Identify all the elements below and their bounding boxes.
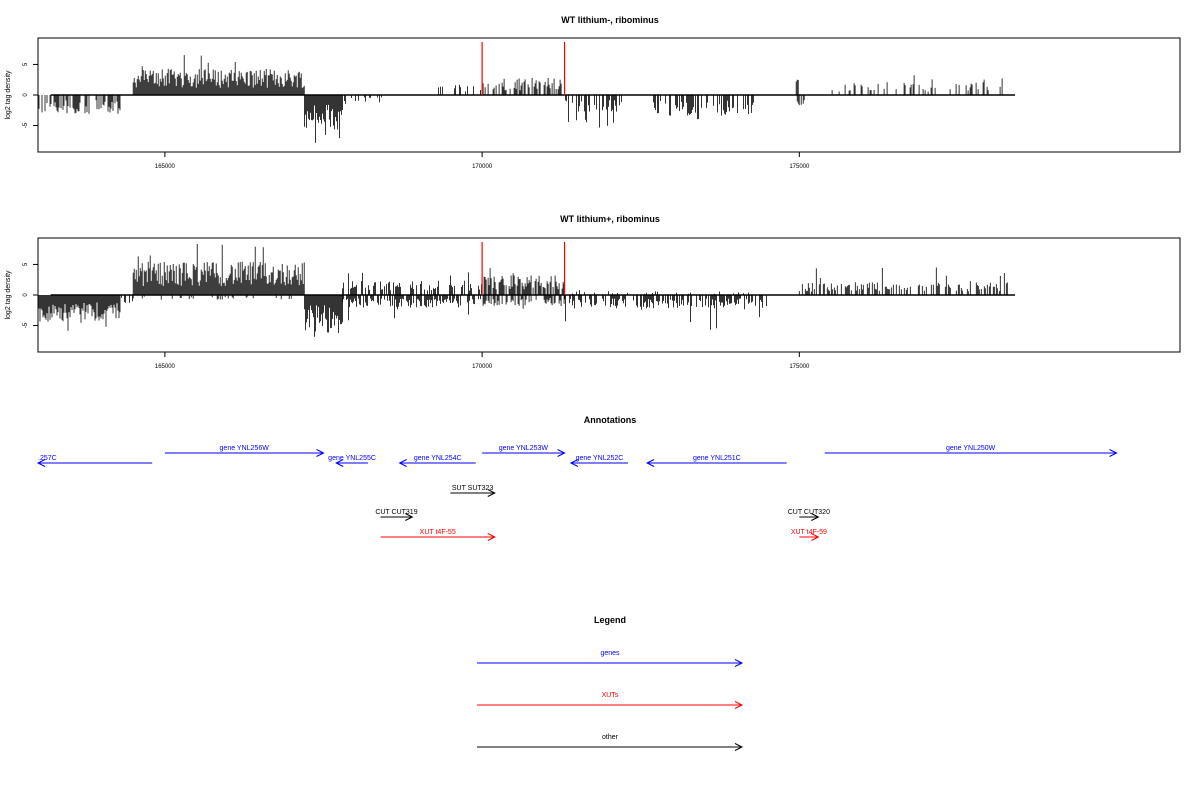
y-tick-label: 5: [23, 262, 29, 266]
feature-arrowhead: [335, 459, 344, 467]
legend-label: genes: [600, 650, 620, 657]
panel-1-axes: 165000 170000 175000 -5 0 5: [23, 62, 810, 170]
feature-label: gene YNL250W: [946, 445, 996, 452]
feature-label: gene YNL255C: [328, 455, 376, 462]
feature-label: CUT CUT320: [788, 509, 830, 516]
annotation-feature: gene YNL256W: [164, 445, 325, 457]
annotation-feature: CUT CUT319: [375, 509, 418, 521]
panel-lithium-plus: WT lithium+, ribominus log2 tag density …: [5, 214, 1181, 370]
feature-arrowhead: [645, 459, 655, 467]
feature-label: gene YNL252C: [576, 455, 624, 462]
legend-items: genes XUTs other: [477, 650, 744, 751]
y-tick-label: 5: [23, 62, 29, 66]
feature-arrowhead: [405, 513, 414, 521]
y-tick-label: -5: [23, 122, 29, 128]
annotation-features: .257C gene YNL256W gene YNL255C gene YNL254…: [36, 445, 1118, 541]
annotation-feature: CUT CUT320: [788, 509, 830, 521]
feature-label: gene YNL254C: [414, 455, 462, 462]
annotations-title: Annotations: [584, 415, 637, 425]
x-tick-label: 170000: [472, 364, 493, 370]
feature-arrowhead: [487, 533, 496, 541]
annotation-feature: gene YNL251C: [645, 455, 787, 467]
panel-2-ylabel: log2 tag density: [5, 270, 12, 320]
feature-label: gene YNL251C: [693, 455, 741, 462]
annotation-feature: gene YNL255C: [328, 455, 376, 467]
annotation-feature: gene YNL250W: [824, 445, 1118, 457]
feature-arrowhead: [557, 449, 566, 457]
feature-arrowhead: [811, 533, 820, 541]
annotation-feature: gene YNL252C: [569, 455, 629, 467]
legend-label: other: [602, 734, 619, 741]
feature-arrowhead: [1109, 449, 1118, 457]
legend-panel: Legend genes XUTs other: [477, 615, 744, 751]
panel-2-bars: [37, 242, 1016, 337]
panel-2-title: WT lithium+, ribominus: [560, 214, 660, 224]
feature-arrowhead: [569, 459, 579, 467]
annotation-feature: .257C: [36, 455, 153, 467]
legend-title: Legend: [594, 615, 626, 625]
panel-1-title: WT lithium-, ribominus: [561, 15, 659, 25]
y-tick-label: 0: [23, 293, 29, 297]
annotation-feature: XUT t4F-59: [791, 529, 827, 541]
legend-arrowhead: [734, 743, 744, 751]
y-tick-label: -5: [23, 322, 29, 328]
legend-arrowhead: [734, 659, 744, 667]
panel-2-axes: 165000 170000 175000 -5 0 5: [23, 262, 810, 370]
feature-arrowhead: [36, 459, 46, 467]
legend-item: genes: [477, 650, 744, 667]
feature-label: SUT SUT323: [452, 485, 494, 492]
legend-arrowhead: [734, 701, 744, 709]
legend-item: XUTs: [477, 692, 744, 709]
annotation-feature: gene YNL253W: [482, 445, 566, 457]
feature-arrowhead: [811, 513, 820, 521]
feature-arrowhead: [398, 459, 407, 467]
annotations-panel: Annotations .257C gene YNL256W gene YNL255…: [36, 415, 1118, 541]
panel-1-ylabel: log2 tag density: [5, 70, 12, 120]
panel-1-bars: [38, 42, 1016, 143]
legend-item: other: [477, 734, 744, 751]
feature-label: .257C: [38, 455, 57, 462]
annotation-feature: gene YNL254C: [398, 455, 476, 467]
panel-2-frame: [37, 237, 1181, 353]
feature-arrowhead: [487, 489, 496, 497]
panel-1-frame: [37, 37, 1181, 153]
feature-label: CUT CUT319: [375, 509, 417, 516]
x-tick-label: 175000: [789, 164, 810, 170]
legend-label: XUTs: [602, 692, 619, 699]
feature-arrowhead: [316, 449, 325, 457]
feature-label: gene YNL253W: [499, 445, 549, 452]
feature-label: XUT t4F-59: [791, 529, 827, 536]
x-tick-label: 170000: [472, 164, 493, 170]
annotation-feature: SUT SUT323: [450, 485, 496, 497]
x-tick-label: 175000: [789, 364, 810, 370]
feature-label: gene YNL256W: [220, 445, 270, 452]
feature-label: XUT t4F-55: [420, 529, 456, 536]
x-tick-label: 165000: [155, 164, 176, 170]
panel-lithium-minus: WT lithium-, ribominus log2 tag density …: [5, 15, 1181, 170]
annotation-feature: XUT t4F-55: [380, 529, 496, 541]
x-tick-label: 165000: [155, 364, 176, 370]
y-tick-label: 0: [23, 93, 29, 97]
